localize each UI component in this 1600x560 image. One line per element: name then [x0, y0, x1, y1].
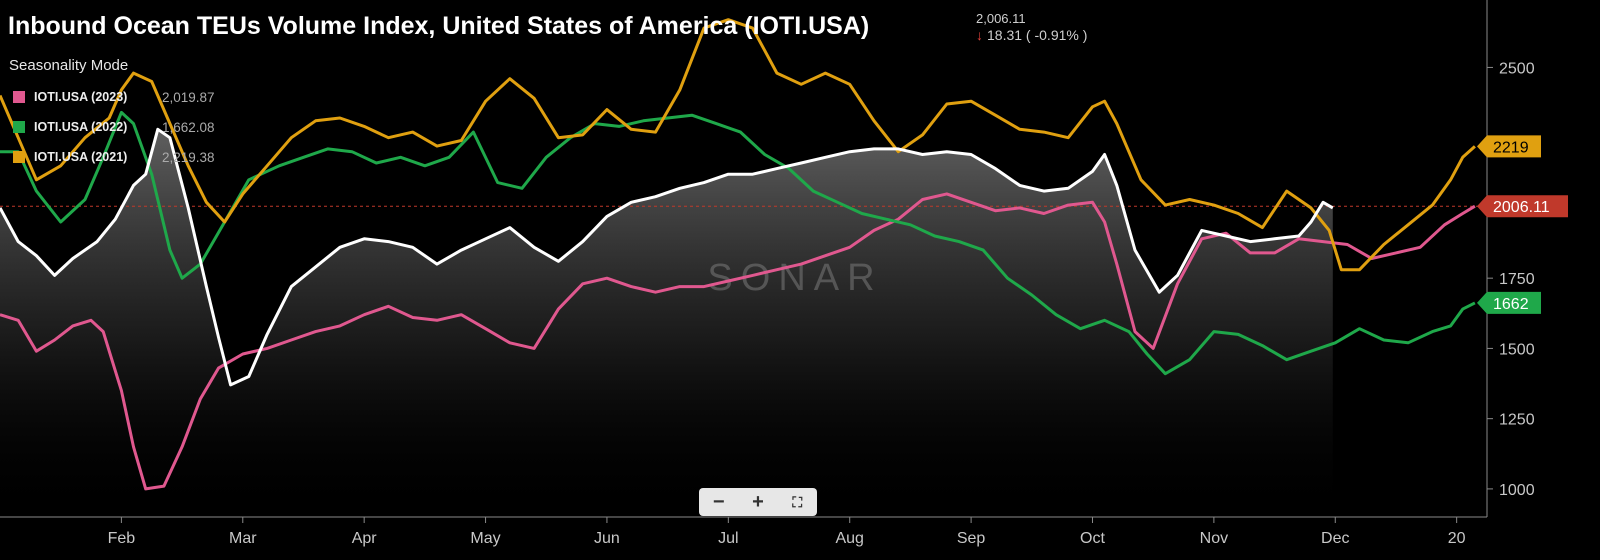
y-axis-ticks: 1000 1250 1500 1750 2500: [1487, 60, 1535, 499]
x-tick-label: May: [470, 530, 500, 547]
legend-label: IOTI.USA (2023): [34, 90, 128, 104]
zoom-controls: − + ⛶: [699, 488, 817, 516]
value-tags: 2219 2006.11 1662: [1477, 135, 1568, 314]
legend-label: IOTI.USA (2022): [34, 120, 128, 134]
y-tick-label: 1250: [1499, 412, 1535, 429]
series-line-2022: [0, 110, 1476, 376]
x-tick-label: Sep: [957, 530, 986, 547]
legend-item-2022[interactable]: IOTI.USA (2022) 1,662.08: [13, 112, 215, 142]
seasonality-mode-label: Seasonality Mode: [9, 57, 129, 74]
legend-value: 2,019.87: [162, 89, 215, 105]
change-indicator: ↓ 18.31 ( -0.91% ): [976, 27, 1087, 43]
x-tick-label: Feb: [108, 530, 136, 547]
watermark-logo: SONAR: [707, 257, 882, 299]
current-area-fill: [0, 129, 1333, 518]
value-tag: 2219: [1477, 135, 1541, 158]
legend-label: IOTI.USA (2021): [34, 150, 128, 164]
legend-value: 1,662.08: [162, 119, 215, 135]
series-lines: [0, 18, 1476, 491]
x-tick-label: Nov: [1200, 530, 1228, 547]
legend: IOTI.USA (2023) 2,019.87 IOTI.USA (2022)…: [13, 82, 215, 172]
legend-item-2023[interactable]: IOTI.USA (2023) 2,019.87: [13, 82, 215, 112]
zoom-in-button[interactable]: +: [752, 491, 764, 513]
x-tick-label: Mar: [229, 530, 257, 547]
legend-swatch: [13, 121, 25, 133]
legend-value: 2,219.38: [162, 149, 215, 165]
value-tag: 1662: [1477, 291, 1541, 314]
x-tick-label: Apr: [352, 530, 378, 547]
svg-text:2006.11: 2006.11: [1493, 199, 1550, 216]
y-tick-label: 1750: [1499, 271, 1535, 288]
down-arrow-icon: ↓: [976, 27, 983, 43]
y-tick-label: 1000: [1499, 482, 1535, 499]
legend-swatch: [13, 91, 25, 103]
current-area: [0, 129, 1333, 518]
change-value: 18.31 ( -0.91% ): [987, 27, 1088, 43]
svg-text:1662: 1662: [1493, 296, 1529, 313]
x-tick-label: 20: [1448, 530, 1466, 547]
page-title: Inbound Ocean TEUs Volume Index, United …: [8, 12, 870, 40]
legend-swatch: [13, 151, 25, 163]
value-tag: 2006.11: [1477, 195, 1568, 218]
series-line-2021: [0, 18, 1476, 272]
x-tick-label: Dec: [1321, 530, 1349, 547]
x-tick-label: Aug: [835, 530, 863, 547]
x-tick-label: Jun: [594, 530, 620, 547]
x-tick-label: Oct: [1080, 530, 1105, 547]
x-axis-ticks: Feb Mar Apr May Jun Jul Aug Sep Oct Nov Dec 20: [108, 517, 1466, 547]
y-tick-label: 1500: [1499, 341, 1535, 358]
x-tick-label: Jul: [718, 530, 738, 547]
svg-text:2219: 2219: [1493, 139, 1529, 156]
fullscreen-icon[interactable]: ⛶: [792, 494, 803, 510]
series-line-current: [0, 127, 1334, 387]
legend-item-2021[interactable]: IOTI.USA (2021) 2,219.38: [13, 142, 215, 172]
zoom-out-button[interactable]: −: [712, 491, 725, 513]
last-value: 2,006.11: [976, 11, 1026, 26]
y-tick-label: 2500: [1499, 60, 1535, 77]
